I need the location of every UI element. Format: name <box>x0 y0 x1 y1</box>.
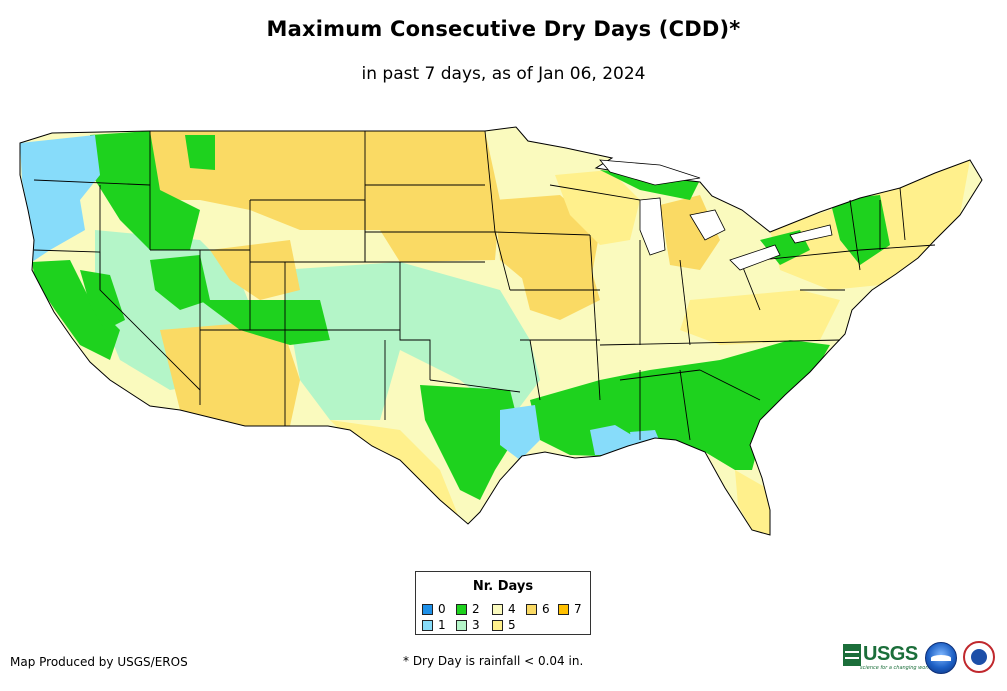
region-montana-green <box>185 135 215 170</box>
legend-item-0: 0 <box>422 602 446 616</box>
legend-item-1: 1 <box>422 618 446 632</box>
region-florida-panhandle <box>630 430 660 445</box>
legend-swatch-0 <box>422 603 433 615</box>
usgs-logo: USGS <box>843 643 918 666</box>
legend-swatch-6 <box>526 603 537 615</box>
region-colorado-plateau <box>210 240 300 300</box>
legend-item-5: 5 <box>492 618 516 632</box>
region-utah-green <box>150 255 210 310</box>
legend-swatch-2 <box>456 603 467 615</box>
legend-title: Nr. Days <box>472 579 534 594</box>
legend-item-4: 4 <box>492 602 516 616</box>
nws-logo-icon <box>963 641 995 673</box>
legend-label-4: 4 <box>508 602 516 616</box>
legend: Nr. Days 0 1 2 3 4 5 6 7 <box>415 571 591 635</box>
legend-label-5: 5 <box>508 618 516 632</box>
legend-label-3: 3 <box>472 618 480 632</box>
map-title: Maximum Consecutive Dry Days (CDD)* <box>266 17 741 41</box>
legend-item-6: 6 <box>526 602 550 616</box>
usgs-wordmark: USGS <box>863 643 918 665</box>
legend-item-7: 7 <box>558 602 582 616</box>
legend-swatch-7 <box>558 603 569 615</box>
noaa-logo-icon <box>925 642 957 674</box>
region-new-york-green <box>830 195 890 265</box>
legend-item-3: 3 <box>456 618 480 632</box>
region-sierra <box>80 270 125 330</box>
legend-item-2: 2 <box>456 602 480 616</box>
region-florida-peninsula <box>735 470 770 535</box>
region-mid-atlantic <box>680 290 840 345</box>
legend-label-0: 0 <box>438 602 446 616</box>
dry-day-footnote: * Dry Day is rainfall < 0.04 in. <box>403 654 584 668</box>
legend-swatch-3 <box>456 619 467 631</box>
great-lakes <box>599 159 833 271</box>
legend-swatch-1 <box>422 619 433 631</box>
legend-label-7: 7 <box>574 602 582 616</box>
region-southwest-desert <box>160 320 300 426</box>
state-borders <box>33 130 936 441</box>
region-cascades <box>90 131 200 250</box>
legend-swatch-5 <box>492 619 503 631</box>
region-gulf-coast-tx <box>500 405 540 460</box>
us-outline <box>19 126 983 536</box>
region-pacific-northwest-coast <box>20 135 100 262</box>
legend-label-6: 6 <box>542 602 550 616</box>
region-northern-rockies <box>150 131 500 262</box>
usgs-wave-icon <box>843 643 861 666</box>
region-wisconsin <box>555 170 640 245</box>
map-credit: Map Produced by USGS/EROS <box>10 655 188 669</box>
legend-label-2: 2 <box>472 602 480 616</box>
legend-label-1: 1 <box>438 618 446 632</box>
noaa-bird-icon <box>931 655 951 661</box>
usgs-tagline: science for a changing world <box>860 665 932 671</box>
legend-swatch-4 <box>492 603 503 615</box>
region-arkansas-plains <box>520 265 600 320</box>
region-southern-plains <box>280 262 540 420</box>
region-east-texas <box>420 385 520 500</box>
region-colorado-green <box>200 300 330 345</box>
map-subtitle: in past 7 days, as of Jan 06, 2024 <box>361 64 646 84</box>
region-california-coast <box>32 260 120 360</box>
nws-inner-icon <box>971 649 987 665</box>
